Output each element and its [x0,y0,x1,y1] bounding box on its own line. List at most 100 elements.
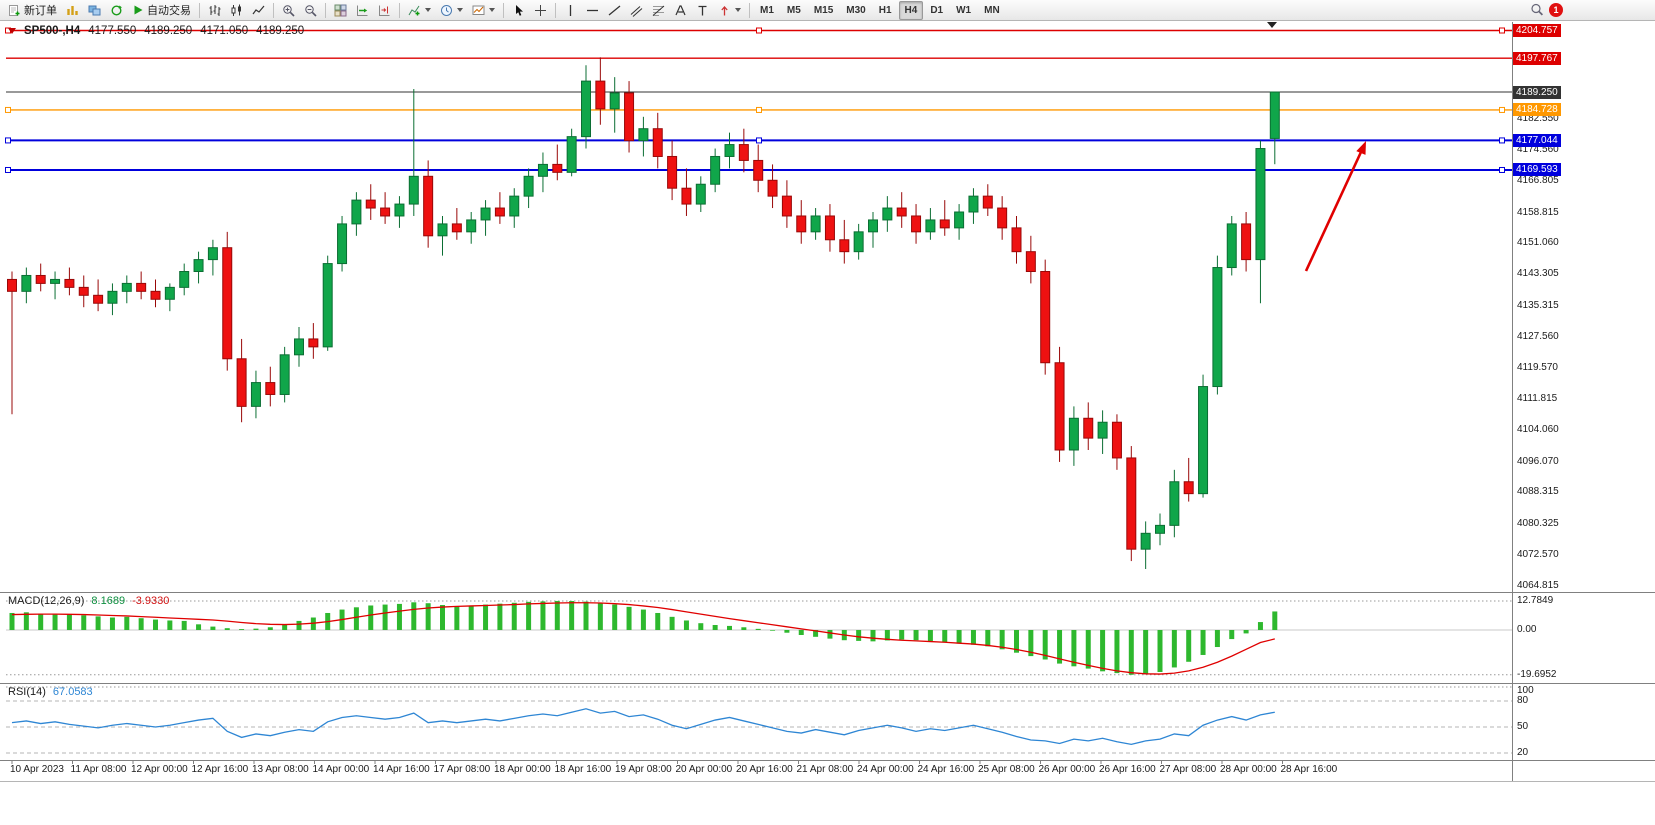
price-axis-label: 4104.060 [1517,423,1559,435]
line-chart-mode-button[interactable] [248,1,269,19]
price-axis-label: 4143.305 [1517,268,1559,280]
cursor-icon [512,4,525,17]
chart-shift-icon [378,4,391,17]
toolbar-separator [273,2,274,18]
crosshair-button[interactable] [530,1,551,19]
notification-badge[interactable]: 1 [1549,3,1563,17]
cursor-button[interactable] [508,1,529,19]
add-indicator-icon [408,4,421,17]
price-axis-label: 4119.570 [1517,362,1558,374]
candlestick-mode-button[interactable] [226,1,247,19]
time-axis-label: 18 Apr 16:00 [554,764,612,775]
macd-header: MACD(12,26,9) 8.1689 -3.9330 [8,595,169,607]
time-axis-label: 17 Apr 08:00 [433,764,491,775]
current-price-badge: 4189.250 [1513,85,1561,99]
timeframe-button-m1[interactable]: M1 [760,4,774,16]
chevron-down-icon [735,8,741,12]
zoom-in-button[interactable] [278,1,299,19]
clock-icon [440,4,453,17]
toolbar-separator [325,2,326,18]
time-axis-label: 14 Apr 00:00 [312,764,370,775]
time-axis-label: 28 Apr 00:00 [1220,764,1277,775]
notification-count: 1 [1553,5,1559,15]
timeframe-button-w1[interactable]: W1 [956,4,972,16]
toolbar-separator [555,2,556,18]
timeframe-button-m15[interactable]: M15 [813,4,834,16]
profiles-button[interactable] [84,1,105,19]
auto-scroll-button[interactable] [352,1,373,19]
price-level-badge: 4177.044 [1513,133,1561,147]
price-axis-label: 4166.805 [1517,175,1559,187]
timeframe-button-m5[interactable]: M5 [786,4,801,16]
time-axis-label: 25 Apr 08:00 [978,764,1035,775]
indicators-button[interactable] [404,1,435,19]
rsi-scale-label: 20 [1517,747,1529,758]
candlestick-icon [230,4,243,17]
line-chart-icon [252,4,265,17]
timeframe-button-d1[interactable]: D1 [930,4,944,16]
time-axis-label: 27 Apr 08:00 [1159,764,1217,775]
rsi-header: RSI(14) 67.0583 [8,686,93,698]
market-watch-button[interactable] [62,1,83,19]
chevron-down-icon [457,8,463,12]
time-axis-label: 20 Apr 16:00 [736,764,793,775]
crosshair-icon [534,4,547,17]
ohlc-low: 4171.050 [200,25,249,37]
horizontal-line-icon [586,4,599,17]
time-axis-label: 18 Apr 00:00 [494,764,551,775]
new-order-button[interactable]: 新订单 [4,1,61,19]
macd-signal-value: -3.9330 [132,595,170,607]
template-chart-icon [472,4,485,17]
periods-button[interactable] [436,1,467,19]
vertical-line-tool-button[interactable] [560,1,581,19]
chart-title-bar: SP500-,H4 4177.550 4189.250 4171.050 418… [8,25,304,37]
symbol-title: SP500-,H4 [24,25,81,37]
tile-windows-button[interactable] [330,1,351,19]
time-axis-label: 13 Apr 08:00 [252,764,309,775]
auto-scroll-icon [356,4,369,17]
chart-shift-marker[interactable] [1267,22,1277,28]
time-axis-label: 20 Apr 00:00 [675,764,733,775]
tile-windows-icon [334,4,347,17]
time-axis-label: 24 Apr 00:00 [857,764,914,775]
time-axis-label: 19 Apr 08:00 [615,764,672,775]
arrows-tool-button[interactable] [714,1,745,19]
channel-icon [630,4,643,17]
horizontal-line-tool-button[interactable] [582,1,603,19]
price-axis-label: 4158.815 [1517,206,1559,218]
templates-button[interactable] [468,1,499,19]
autotrading-button[interactable]: 自动交易 [128,1,195,19]
fibonacci-icon [652,4,665,17]
price-level-badge: 4169.593 [1513,163,1561,177]
timeframe-button-h1[interactable]: H1 [878,4,892,16]
ohlc-open: 4177.550 [88,25,137,37]
channel-tool-button[interactable] [626,1,647,19]
time-axis-label: 24 Apr 16:00 [917,764,975,775]
bar-chart-mode-button[interactable] [204,1,225,19]
new-chart-button[interactable] [106,1,127,19]
text-a-icon [674,4,687,17]
zoom-out-button[interactable] [300,1,321,19]
text-label-tool-button[interactable] [692,1,713,19]
trendline-icon [608,4,621,17]
fibonacci-tool-button[interactable] [648,1,669,19]
time-axis-label: 10 Apr 2023 [10,764,64,775]
timeframe-button-m30[interactable]: M30 [846,4,866,16]
ohlc-bars-icon [208,4,221,17]
refresh-icon [110,4,123,17]
toolbar-separator [199,2,200,18]
time-axis-label: 12 Apr 00:00 [131,764,188,775]
windows-icon [88,4,101,17]
ohlc-high: 4189.250 [144,25,193,37]
text-tool-button[interactable] [670,1,691,19]
timeframe-button-mn[interactable]: MN [984,4,1000,16]
timeframe-button-h4[interactable]: H4 [898,0,924,20]
trendline-tool-button[interactable] [604,1,625,19]
chevron-down-icon [425,8,431,12]
price-axis-label: 4080.325 [1517,518,1559,530]
autotrading-play-icon [132,4,144,16]
search-button[interactable] [1526,1,1548,19]
chart-shift-button[interactable] [374,1,395,19]
